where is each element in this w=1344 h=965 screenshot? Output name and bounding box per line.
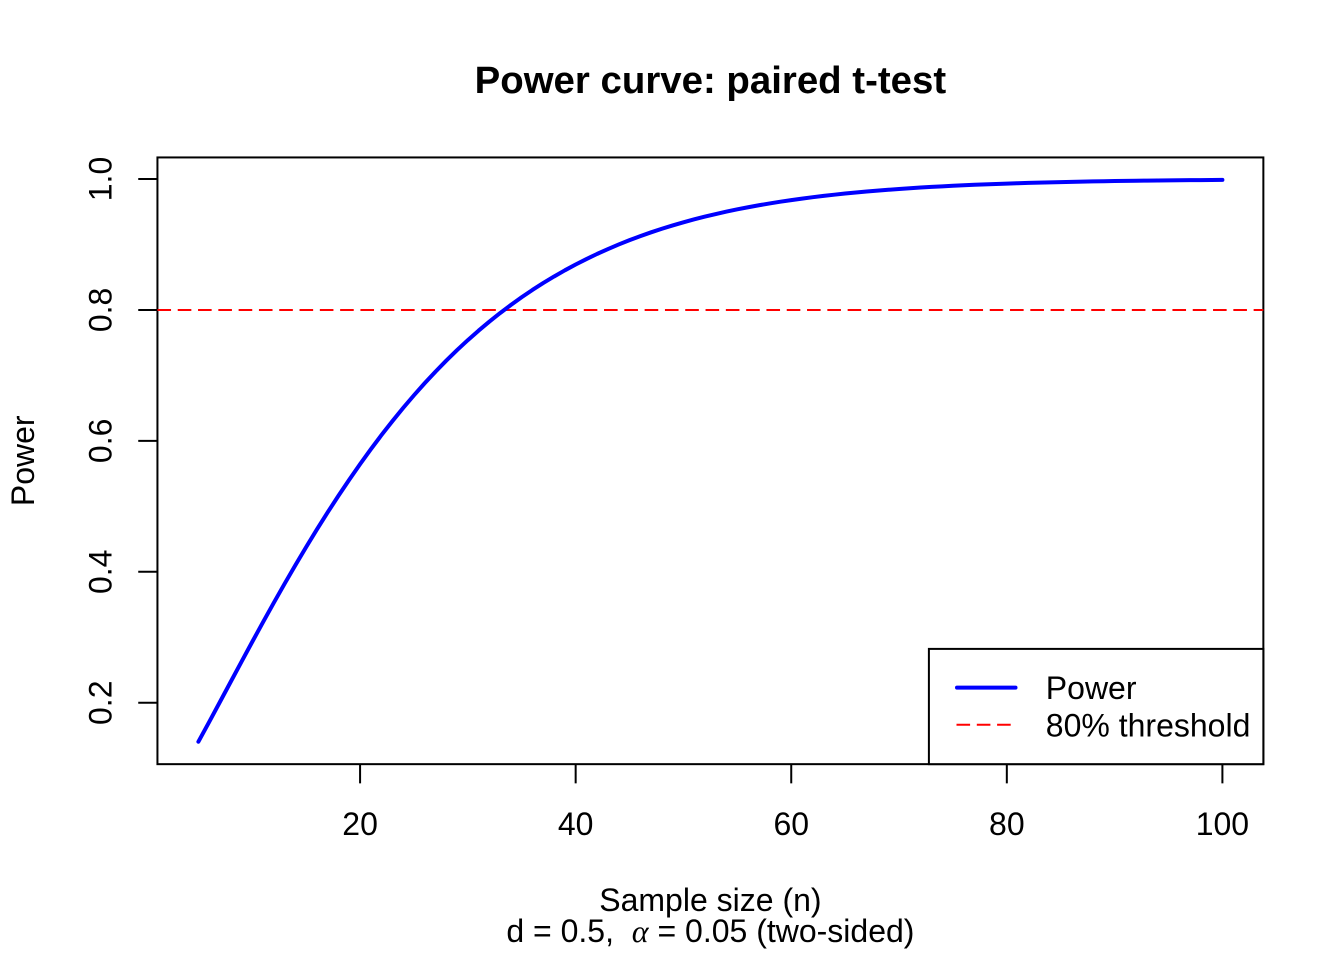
svg-text:Power: Power (1046, 670, 1137, 706)
svg-text:Sample size (n): Sample size (n) (599, 882, 821, 918)
svg-text:0.8: 0.8 (82, 288, 118, 332)
svg-text:0.6: 0.6 (82, 419, 118, 463)
svg-text:100: 100 (1196, 806, 1249, 842)
svg-text:60: 60 (773, 806, 809, 842)
svg-text:0.4: 0.4 (82, 550, 118, 594)
svg-text:d = 0.5, α = 0.05 (two-sided): d = 0.5, α = 0.05 (two-sided) (506, 913, 914, 949)
svg-text:1.0: 1.0 (82, 157, 118, 201)
svg-text:Power curve: paired t-test: Power curve: paired t-test (475, 59, 947, 102)
svg-text:Power: Power (5, 415, 41, 506)
svg-text:80: 80 (989, 806, 1025, 842)
svg-text:80% threshold: 80% threshold (1046, 707, 1251, 743)
svg-text:20: 20 (342, 806, 378, 842)
svg-text:0.2: 0.2 (82, 681, 118, 725)
svg-text:40: 40 (558, 806, 594, 842)
